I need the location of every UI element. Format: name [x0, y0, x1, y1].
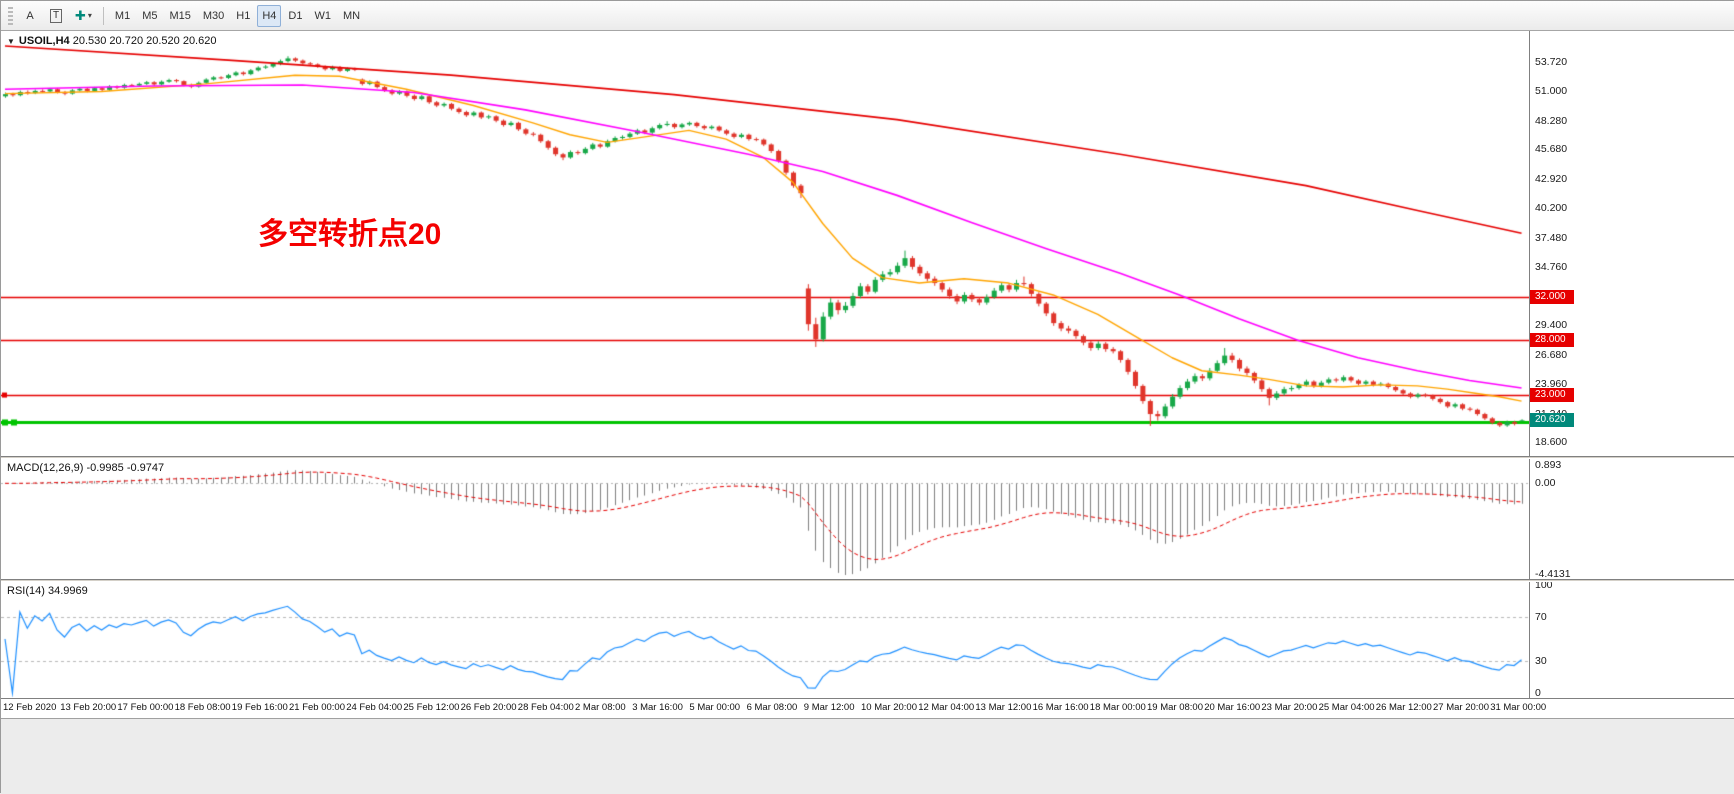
indicator-icon: ✚ — [75, 7, 86, 23]
time-axis-label: 5 Mar 00:00 — [689, 702, 741, 713]
chart-annotation-text[interactable]: 多空转折点20 — [258, 218, 442, 251]
time-axis-label: 19 Feb 16:00 — [231, 702, 288, 713]
tf-button-m5[interactable]: M5 — [142, 9, 158, 22]
toolbar-grip[interactable] — [8, 6, 13, 25]
hline-price-badge: 28.000 — [1530, 333, 1574, 348]
time-axis-label: 18 Mar 00:00 — [1089, 702, 1146, 713]
time-axis-label: 26 Mar 12:00 — [1375, 702, 1432, 713]
time-axis[interactable]: 12 Feb 2020 13 Feb 20:00 17 Feb 00:00 18 Fe… — [1, 698, 1734, 718]
macd-tick: -4.4131 — [1535, 567, 1571, 580]
price-tick: 53.720 — [1535, 56, 1568, 68]
time-axis-label: 31 Mar 00:00 — [1490, 702, 1547, 713]
pane-divider-macd[interactable] — [1, 456, 1734, 459]
chart-symbol-title: ▼ USOIL,H4 20.530 20.720 20.520 20.620 — [7, 35, 216, 47]
time-axis-label: 25 Mar 04:00 — [1318, 702, 1375, 713]
chart-toolbar: A T ✚ ▾ M1 M5 M15 M30 H1 H4 D1 W1 MN — [1, 1, 1734, 31]
tf-button-m1[interactable]: M1 — [114, 9, 131, 22]
time-axis-label: 10 Mar 20:00 — [861, 702, 917, 713]
price-tick: 51.000 — [1535, 85, 1568, 98]
price-tick: 42.920 — [1535, 172, 1568, 185]
window-footer — [1, 718, 1734, 794]
price-tick: 23.960 — [1535, 378, 1568, 391]
price-tick: 40.200 — [1535, 202, 1568, 215]
rsi-tick: 100 — [1535, 579, 1553, 591]
time-axis-label: 12 Mar 04:00 — [918, 702, 975, 713]
collapse-arrow-icon[interactable]: ▼ — [7, 37, 15, 46]
price-tick: 18.600 — [1535, 436, 1568, 449]
price-tick: 45.680 — [1535, 143, 1568, 156]
ohlc-values: 20.530 20.720 20.520 20.620 — [72, 35, 217, 47]
tf-button-mn[interactable]: MN — [342, 9, 361, 22]
time-axis-label: 17 Feb 00:00 — [117, 702, 174, 713]
rsi-tick: 70 — [1535, 611, 1547, 624]
time-axis-label: 23 Mar 20:00 — [1261, 702, 1318, 713]
rsi-tick: 30 — [1535, 654, 1547, 667]
time-axis-label: 6 Mar 08:00 — [746, 702, 798, 713]
tf-button-w1[interactable]: W1 — [314, 9, 331, 22]
price-tick: 34.760 — [1535, 261, 1568, 274]
chevron-down-icon: ▾ — [87, 11, 92, 20]
time-axis-label: 27 Mar 20:00 — [1433, 702, 1489, 713]
time-axis-label: 3 Mar 16:00 — [632, 702, 683, 713]
price-tick: 37.480 — [1535, 231, 1568, 244]
tf-button-m15[interactable]: M15 — [169, 9, 191, 22]
indicator-tool-button[interactable]: ✚ ▾ — [70, 5, 97, 27]
time-axis-label: 13 Mar 12:00 — [975, 702, 1032, 713]
macd-tick: 0.893 — [1535, 459, 1562, 471]
pane-divider-rsi[interactable] — [1, 579, 1734, 582]
price-scale[interactable]: 53.720 51.000 48.280 45.680 42.920 40.200 37.4… — [1530, 31, 1734, 699]
rsi-label: RSI(14) 34.9969 — [7, 585, 88, 597]
time-axis-label: 20 Mar 16:00 — [1204, 702, 1261, 713]
hline-price-badge: 32.000 — [1530, 290, 1574, 305]
chart-canvas[interactable] — [1, 31, 1529, 698]
tf-button-h4[interactable]: H4 — [257, 4, 282, 27]
time-axis-label: 12 Feb 2020 — [3, 702, 57, 713]
time-axis-label: 24 Feb 04:00 — [346, 702, 403, 713]
price-tick: 29.400 — [1535, 319, 1568, 332]
time-axis-label: 16 Mar 16:00 — [1032, 702, 1089, 713]
time-axis-label: 13 Feb 20:00 — [60, 702, 117, 713]
symbol-name: USOIL,H4 — [18, 35, 70, 47]
time-axis-label: 2 Mar 08:00 — [575, 702, 626, 713]
timeframe-group: M1 M5 M15 M30 H1 H4 D1 W1 MN — [110, 4, 365, 27]
time-axis-label: 28 Feb 04:00 — [517, 702, 574, 713]
current-price-badge: 20.620 — [1530, 413, 1574, 428]
time-axis-label: 25 Feb 12:00 — [403, 702, 460, 713]
time-axis-label: 19 Mar 08:00 — [1147, 702, 1203, 713]
rsi-tick: 0 — [1535, 687, 1541, 699]
text-tool-icon: T — [49, 8, 63, 23]
hline-price-badge: 23.000 — [1530, 387, 1574, 402]
toolbar-separator — [102, 6, 104, 25]
time-axis-label: 21 Feb 00:00 — [289, 702, 345, 713]
time-axis-label: 26 Feb 20:00 — [460, 702, 517, 713]
price-tick: 26.680 — [1535, 348, 1568, 361]
tf-button-d1[interactable]: D1 — [288, 9, 303, 22]
macd-label: MACD(12,26,9) -0.9985 -0.9747 — [7, 462, 165, 474]
time-axis-label: 18 Feb 08:00 — [174, 702, 231, 713]
tf-button-h1[interactable]: H1 — [236, 9, 251, 22]
price-scale-border — [1529, 31, 1530, 698]
macd-tick: 0.00 — [1535, 477, 1556, 490]
text-tool-button[interactable]: T — [44, 5, 68, 27]
price-tick: 48.280 — [1535, 114, 1568, 127]
annotation-tool-button[interactable]: A — [26, 9, 34, 22]
tf-button-m30[interactable]: M30 — [202, 9, 225, 22]
time-axis-label: 9 Mar 12:00 — [803, 702, 855, 713]
